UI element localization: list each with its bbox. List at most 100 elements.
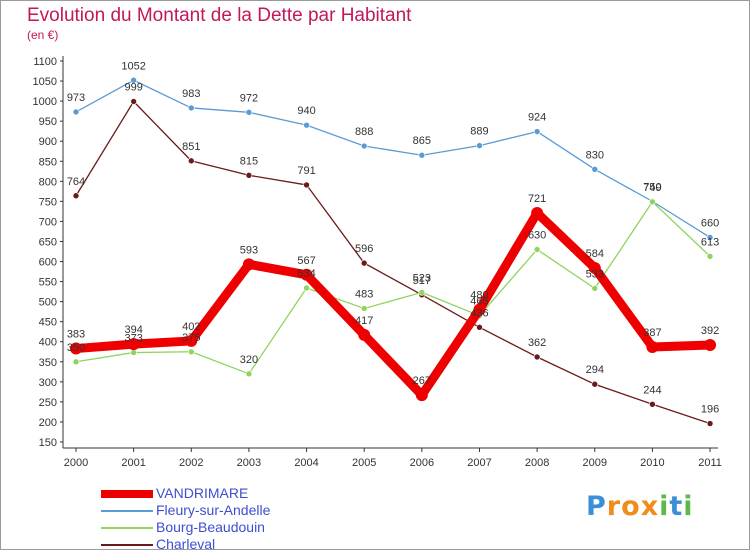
x-tick-label: 2009 xyxy=(583,457,607,469)
data-point-fleury xyxy=(187,104,195,112)
data-point-bourg xyxy=(418,289,426,296)
data-label-fleury: 983 xyxy=(182,88,200,100)
data-point-bourg xyxy=(187,348,195,356)
legend-label-charleval: Charleval xyxy=(156,536,216,552)
data-point-vandrimare xyxy=(646,340,659,353)
data-point-charleval xyxy=(706,420,714,427)
data-point-vandrimare xyxy=(127,338,140,351)
x-tick-label: 2004 xyxy=(294,457,318,469)
y-tick-label: 350 xyxy=(39,357,57,369)
data-point-fleury xyxy=(706,234,714,241)
data-label-charleval: 362 xyxy=(528,337,546,349)
data-point-fleury xyxy=(476,142,483,149)
x-tick-label: 2011 xyxy=(698,457,722,469)
data-point-charleval xyxy=(130,98,137,105)
legend-swatch-charleval xyxy=(101,544,153,546)
x-tick-label: 2007 xyxy=(467,457,491,469)
data-point-vandrimare xyxy=(300,268,313,281)
y-tick-label: 150 xyxy=(39,437,57,449)
data-label-fleury: 750 xyxy=(643,181,661,193)
data-label-fleury: 973 xyxy=(67,92,85,104)
data-label-charleval: 244 xyxy=(643,384,661,396)
y-tick-label: 300 xyxy=(39,377,57,389)
data-label-charleval: 999 xyxy=(124,82,142,94)
data-label-bourg: 534 xyxy=(297,268,315,280)
data-point-charleval xyxy=(360,259,368,267)
data-point-bourg xyxy=(591,285,599,292)
data-label-bourg: 523 xyxy=(413,272,431,284)
data-point-fleury xyxy=(533,128,541,135)
data-point-bourg xyxy=(706,253,714,260)
data-label-vandrimare: 480 xyxy=(470,290,488,302)
y-tick-label: 1050 xyxy=(33,76,57,88)
data-point-vandrimare xyxy=(588,261,601,274)
data-point-charleval xyxy=(649,401,656,408)
y-tick-label: 400 xyxy=(39,337,57,349)
y-tick-label: 900 xyxy=(39,136,57,148)
data-point-bourg xyxy=(303,284,310,292)
data-label-bourg: 375 xyxy=(182,332,200,344)
data-point-bourg xyxy=(533,246,541,253)
y-tick-label: 650 xyxy=(39,236,57,248)
data-label-charleval: 764 xyxy=(67,176,85,188)
x-tick-label: 2008 xyxy=(525,457,549,469)
data-label-charleval: 294 xyxy=(586,364,604,376)
y-tick-label: 450 xyxy=(39,317,57,329)
data-label-fleury: 972 xyxy=(240,92,258,104)
data-point-vandrimare xyxy=(242,258,255,271)
y-tick-label: 250 xyxy=(39,397,57,409)
y-tick-label: 600 xyxy=(39,257,57,269)
data-label-fleury: 889 xyxy=(470,126,488,138)
data-point-charleval xyxy=(245,172,253,179)
data-label-vandrimare: 402 xyxy=(182,321,200,333)
data-point-fleury xyxy=(245,109,253,116)
data-label-vandrimare: 394 xyxy=(124,324,142,336)
y-tick-label: 750 xyxy=(39,196,57,208)
data-point-charleval xyxy=(303,181,310,189)
data-point-charleval xyxy=(72,192,80,200)
data-point-fleury xyxy=(418,151,426,159)
y-tick-label: 550 xyxy=(39,277,57,289)
x-tick-label: 2003 xyxy=(237,457,261,469)
series-line-bourg xyxy=(75,201,711,375)
series-line-fleury xyxy=(75,79,711,239)
data-label-vandrimare: 721 xyxy=(528,193,546,205)
x-tick-label: 2001 xyxy=(121,457,145,469)
data-label-vandrimare: 417 xyxy=(355,315,373,327)
data-point-vandrimare xyxy=(415,389,428,402)
data-label-fleury: 888 xyxy=(355,126,373,138)
x-tick-label: 2000 xyxy=(64,457,88,469)
legend-swatch-bourg xyxy=(101,527,153,529)
data-label-vandrimare: 267 xyxy=(413,375,431,387)
data-point-bourg xyxy=(360,305,368,312)
data-label-charleval: 196 xyxy=(701,404,719,416)
y-tick-label: 950 xyxy=(39,116,57,128)
data-label-charleval: 436 xyxy=(470,307,488,319)
data-label-bourg: 613 xyxy=(701,236,719,248)
data-point-charleval xyxy=(533,353,541,361)
series-line-charleval xyxy=(75,100,711,425)
data-point-fleury xyxy=(72,108,80,116)
data-label-fleury: 830 xyxy=(586,149,604,161)
legend-swatch-vandrimare xyxy=(101,490,153,498)
data-point-fleury xyxy=(130,76,137,84)
data-point-vandrimare xyxy=(531,206,544,219)
data-point-vandrimare xyxy=(185,334,198,347)
data-label-bourg: 350 xyxy=(67,342,85,354)
data-label-vandrimare: 584 xyxy=(586,248,604,260)
data-point-bourg xyxy=(245,370,253,378)
data-label-fleury: 865 xyxy=(413,135,431,147)
data-point-bourg xyxy=(72,358,80,366)
x-tick-label: 2006 xyxy=(410,457,434,469)
data-label-fleury: 1052 xyxy=(121,60,145,72)
brand-logo: Proxiti xyxy=(586,491,694,522)
data-label-charleval: 517 xyxy=(413,275,431,287)
legend-swatch-fleury xyxy=(101,510,153,512)
data-label-fleury: 924 xyxy=(528,112,546,124)
data-label-charleval: 851 xyxy=(182,141,200,153)
y-tick-label: 700 xyxy=(39,216,57,228)
data-label-charleval: 791 xyxy=(297,165,315,177)
data-point-vandrimare xyxy=(473,303,486,316)
x-tick-label: 2002 xyxy=(179,457,203,469)
